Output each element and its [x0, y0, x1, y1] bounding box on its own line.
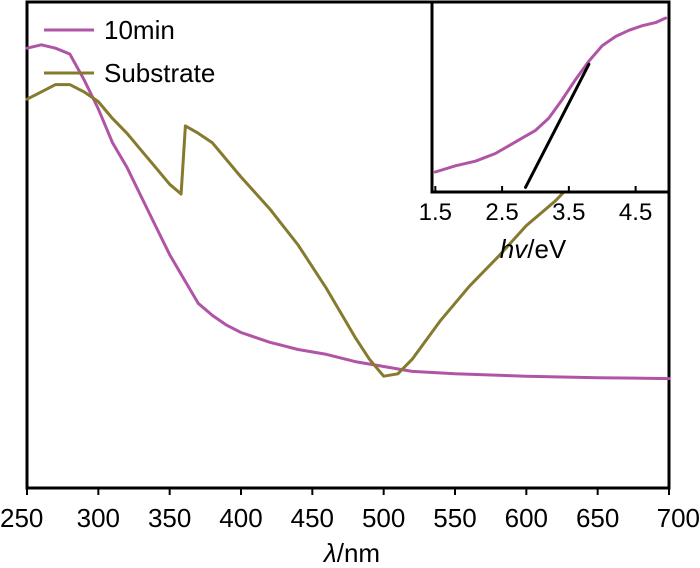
x-tick-label: 450: [291, 503, 334, 533]
inset-x-tick-label: 3.5: [552, 199, 585, 226]
inset-x-ticks: 1.5 2.5 3.5 4.5: [419, 186, 652, 226]
inset-absorption-line: [433, 16, 668, 174]
x-tick-label: 350: [148, 503, 191, 533]
legend-label-substrate: Substrate: [104, 58, 215, 88]
legend: 10min Substrate: [44, 15, 215, 88]
inset-x-tick-label: 2.5: [485, 199, 518, 226]
x-tick-label: 250: [0, 503, 43, 533]
inset-x-tick-label: 1.5: [419, 199, 452, 226]
inset-x-axis-unit: /eV: [527, 234, 567, 264]
x-tick-label: 550: [433, 503, 476, 533]
x-tick-label: 700: [657, 503, 700, 533]
plot-frame: [25, 0, 671, 490]
series-line-10min: [25, 43, 671, 381]
x-tick-label: 500: [362, 503, 405, 533]
x-tick-label: 600: [505, 503, 548, 533]
main-x-ticks: 250 300 350 400 450 500 550 600 650 700: [0, 488, 700, 533]
inset-chart: 1.5 2.5 3.5 4.5 hv/eV: [419, 0, 671, 264]
inset-x-axis-symbol: hv: [500, 234, 529, 264]
inset-tangent-line: [524, 62, 591, 189]
series-line-substrate: [25, 83, 671, 378]
main-series-group: [25, 43, 671, 381]
inset-x-tick-label: 4.5: [619, 199, 652, 226]
inset-series-group: [433, 16, 668, 189]
main-x-axis-unit: /nm: [337, 538, 380, 568]
inset-frame: [430, 0, 671, 194]
x-tick-label: 650: [576, 503, 619, 533]
inset-x-axis-title: hv/eV: [500, 234, 567, 264]
legend-label-10min: 10min: [104, 15, 175, 45]
x-tick-label: 400: [219, 503, 262, 533]
main-x-axis-title: λ/nm: [322, 538, 380, 568]
x-tick-label: 300: [77, 503, 120, 533]
main-x-axis-symbol: λ: [322, 538, 337, 568]
